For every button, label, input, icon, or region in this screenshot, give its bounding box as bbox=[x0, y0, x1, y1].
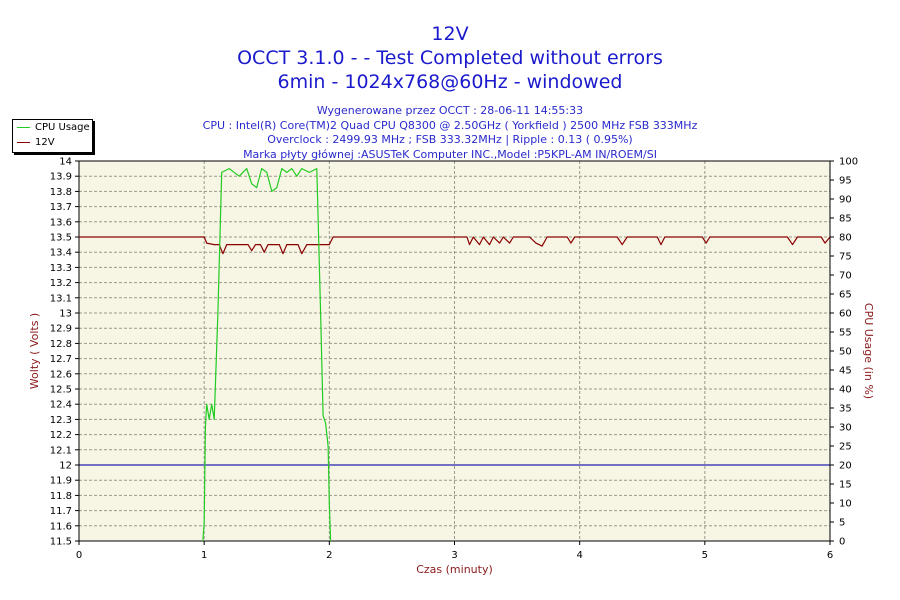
y-right-tick-label: 65 bbox=[839, 290, 852, 301]
y-right-tick-label: 15 bbox=[839, 480, 852, 491]
chart-subtitle-2: 6min - 1024x768@60Hz - windowed bbox=[277, 71, 623, 93]
x-tick-label: 6 bbox=[827, 550, 833, 561]
info-generated: Wygenerowane przez OCCT : 28-06-11 14:55… bbox=[316, 104, 584, 117]
legend-item-12v: 12V bbox=[13, 135, 92, 150]
y-left-tick-label: 14 bbox=[59, 157, 72, 168]
y-left-tick-label: 13.8 bbox=[50, 187, 72, 198]
x-tick-label: 5 bbox=[702, 550, 708, 561]
y-left-tick-label: 11.6 bbox=[50, 521, 72, 532]
chart-subtitle: OCCT 3.1.0 - - Test Completed without er… bbox=[237, 47, 663, 69]
y-left-axis-label: Wolty ( Volts ) bbox=[28, 313, 41, 389]
y-left-tick-label: 12.5 bbox=[50, 385, 72, 396]
legend-swatch-12v bbox=[17, 142, 30, 143]
info-overclock: Overclock : 2499.93 MHz ; FSB 333.32MHz … bbox=[267, 133, 633, 146]
y-right-tick-label: 80 bbox=[839, 233, 852, 244]
info-motherboard: Marka płyty głównej :ASUSTeK Computer IN… bbox=[243, 147, 657, 161]
y-right-tick-label: 25 bbox=[839, 442, 852, 453]
y-right-tick-label: 95 bbox=[839, 176, 852, 187]
y-left-tick-label: 11.8 bbox=[50, 491, 72, 502]
legend-label-12v: 12V bbox=[35, 137, 55, 148]
y-left-tick-label: 13.2 bbox=[50, 278, 72, 289]
y-right-tick-label: 75 bbox=[839, 252, 852, 263]
y-left-tick-label: 12 bbox=[59, 461, 72, 472]
y-left-tick-label: 12.7 bbox=[50, 354, 72, 365]
y-left-tick-label: 13.4 bbox=[50, 248, 72, 259]
y-left-tick-label: 12.1 bbox=[50, 445, 72, 456]
y-right-tick-label: 50 bbox=[839, 347, 852, 358]
y-right-tick-label: 85 bbox=[839, 214, 852, 225]
x-axis-label: Czas (minuty) bbox=[416, 563, 493, 576]
legend-label-cpu-usage: CPU Usage bbox=[35, 122, 90, 133]
y-right-tick-label: 0 bbox=[839, 537, 845, 548]
legend-item-cpu-usage: CPU Usage bbox=[13, 120, 92, 135]
y-left-tick-label: 12.8 bbox=[50, 339, 72, 350]
y-right-tick-label: 35 bbox=[839, 404, 852, 415]
y-left-tick-label: 13.9 bbox=[50, 172, 72, 183]
y-left-tick-label: 13.6 bbox=[50, 217, 72, 228]
y-right-tick-label: 45 bbox=[839, 366, 852, 377]
y-right-tick-label: 20 bbox=[839, 461, 852, 472]
x-tick-label: 2 bbox=[326, 550, 332, 561]
y-right-axis-label: CPU Usage (in %) bbox=[862, 303, 875, 399]
y-left-tick-label: 13.3 bbox=[50, 263, 72, 274]
chart-title: 12V bbox=[431, 23, 469, 45]
y-right-tick-label: 55 bbox=[839, 328, 852, 339]
x-tick-label: 3 bbox=[451, 550, 457, 561]
x-tick-label: 1 bbox=[201, 550, 207, 561]
y-left-tick-label: 12.3 bbox=[50, 415, 72, 426]
y-left-tick-label: 12.2 bbox=[50, 430, 72, 441]
series-line-cpu-usage bbox=[202, 168, 332, 542]
y-right-tick-label: 10 bbox=[839, 499, 852, 510]
y-left-tick-label: 13.1 bbox=[50, 293, 72, 304]
y-right-tick-label: 40 bbox=[839, 385, 852, 396]
y-left-tick-label: 12.4 bbox=[50, 400, 72, 411]
y-right-tick-label: 60 bbox=[839, 309, 852, 320]
y-left-tick-label: 13.7 bbox=[50, 202, 72, 213]
y-left-tick-label: 13.5 bbox=[50, 233, 72, 244]
y-right-tick-label: 100 bbox=[839, 157, 858, 168]
info-cpu: CPU : Intel(R) Core(TM)2 Quad CPU Q8300 … bbox=[202, 118, 698, 132]
legend-swatch-cpu-usage bbox=[17, 127, 30, 128]
x-tick-label: 0 bbox=[76, 550, 82, 561]
y-left-tick-label: 11.7 bbox=[50, 506, 72, 517]
y-left-tick-label: 12.9 bbox=[50, 324, 72, 335]
legend: CPU Usage 12V bbox=[12, 119, 93, 153]
y-right-tick-label: 30 bbox=[839, 423, 852, 434]
y-left-tick-label: 11.5 bbox=[50, 537, 72, 548]
y-left-tick-label: 12.6 bbox=[50, 369, 72, 380]
y-left-tick-label: 11.9 bbox=[50, 476, 72, 487]
y-left-tick-label: 13 bbox=[59, 309, 72, 320]
y-right-tick-label: 90 bbox=[839, 195, 852, 206]
x-tick-label: 4 bbox=[576, 550, 582, 561]
y-right-tick-label: 70 bbox=[839, 271, 852, 282]
series-line-12v bbox=[79, 236, 831, 255]
y-right-tick-label: 5 bbox=[839, 518, 845, 529]
